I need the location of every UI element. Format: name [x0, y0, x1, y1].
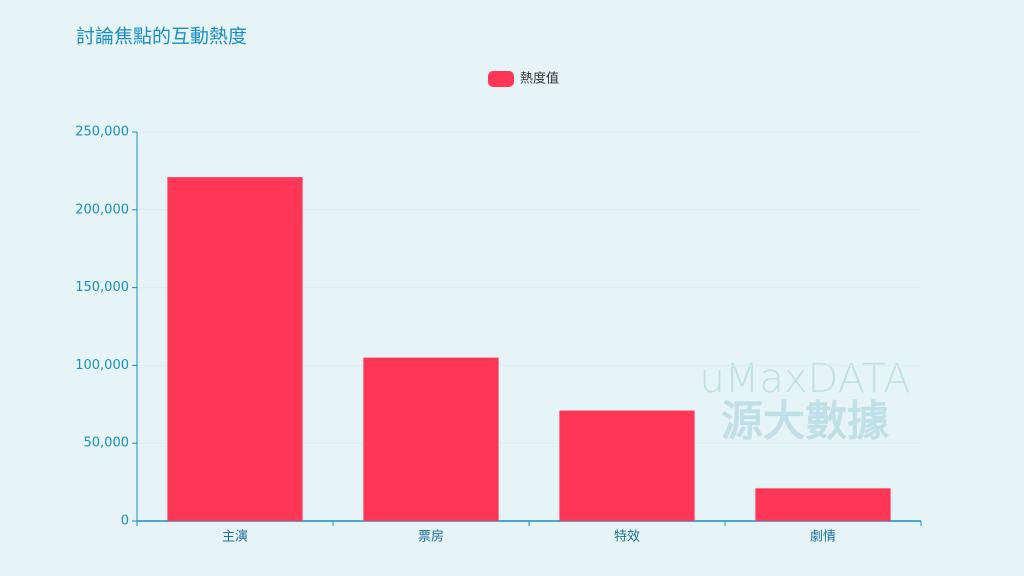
x-tick-label: 票房 [418, 529, 444, 545]
watermark: 源大數據 [721, 397, 890, 446]
x-tick-label: 劇情 [810, 530, 836, 545]
y-tick-label: 250,000 [75, 125, 129, 140]
y-tick-label: 50,000 [84, 436, 130, 451]
legend-label[interactable]: 熱度值 [520, 71, 559, 87]
bar [167, 177, 303, 521]
legend-swatch[interactable] [488, 71, 514, 87]
y-tick-label: 0 [121, 514, 129, 529]
bar [363, 357, 499, 521]
bar [559, 410, 695, 521]
watermark: uMaxDATA [699, 356, 910, 402]
chart-title: 討論焦點的互動熱度 [76, 26, 247, 48]
y-tick-label: 100,000 [75, 358, 129, 373]
x-tick-label: 主演 [222, 529, 248, 545]
y-tick-label: 150,000 [75, 280, 129, 295]
x-tick-label: 特效 [614, 530, 640, 545]
y-tick-label: 200,000 [75, 202, 129, 217]
bar [755, 488, 891, 521]
